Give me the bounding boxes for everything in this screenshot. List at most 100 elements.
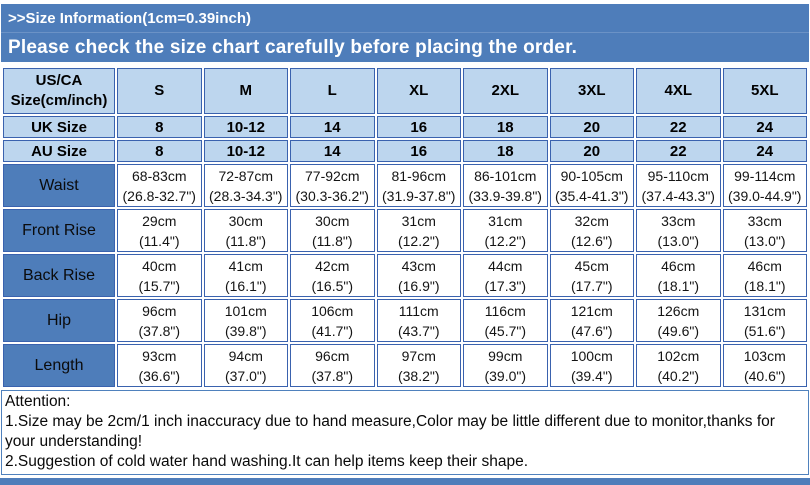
size-column-header: XL	[376, 68, 461, 114]
measurement-cm-value: 99cm	[488, 347, 523, 364]
measurement-row: Length 93cm (36.6") 94cm (37.0") 96cm (37.8") 9…	[3, 344, 807, 387]
measurement-cm-value: 94cm	[228, 347, 263, 364]
measurement-cell: 30cm (11.8")	[203, 209, 288, 252]
region-size-cell: 20	[549, 140, 634, 162]
size-column-header: 4XL	[636, 68, 721, 114]
measurement-cell: 100cm (39.4")	[549, 344, 634, 387]
size-column-header: M	[203, 68, 288, 114]
measurement-cm-value: 95-110cm	[647, 167, 709, 184]
region-size-cell: 10-12	[203, 116, 288, 138]
measurement-cell: 90-105cm (35.4-41.3")	[549, 164, 634, 207]
measurement-cm-value: 126cm	[657, 302, 700, 319]
measurement-row: Back Rise 40cm (15.7") 41cm (16.1") 42cm (16.5…	[3, 254, 807, 297]
measurement-cell: 106cm (41.7")	[290, 299, 375, 342]
measurement-cm-value: 121cm	[570, 302, 613, 319]
size-chart-table: US/CA Size(cm/inch) S M L XL 2XL 3XL 4XL 5XL UK…	[1, 66, 809, 389]
check-chart-notice: Please check the size chart carefully be…	[8, 36, 578, 58]
measurement-inch-value: (30.3-36.2")	[295, 187, 369, 204]
measurement-inch-value: (37.8")	[311, 367, 354, 384]
measurement-cm-value: 131cm	[743, 302, 786, 319]
region-size-cell: 16	[376, 116, 461, 138]
measurement-inch-value: (17.3")	[484, 277, 527, 294]
measurement-inch-value: (51.6")	[743, 322, 786, 339]
measurement-cell: 40cm (15.7")	[117, 254, 202, 297]
measurement-cell: 68-83cm (26.8-32.7")	[117, 164, 202, 207]
measurement-cm-value: 103cm	[743, 347, 786, 364]
measurement-cm-value: 30cm	[315, 212, 350, 229]
measurement-inch-value: (12.2")	[484, 232, 527, 249]
measurement-cm-value: 33cm	[661, 212, 696, 229]
measurement-cm-value: 96cm	[315, 347, 350, 364]
measurement-inch-value: (12.6")	[570, 232, 613, 249]
measurement-inch-value: (17.7")	[570, 277, 613, 294]
measurement-row: Front Rise 29cm (11.4") 30cm (11.8") 30cm (11.…	[3, 209, 807, 252]
measurement-cm-value: 43cm	[401, 257, 436, 274]
region-size-row: AU Size 8 10-12 14 16 18 20 22 24	[3, 140, 807, 162]
measurement-cm-value: 29cm	[142, 212, 177, 229]
region-size-row: UK Size 8 10-12 14 16 18 20 22 24	[3, 116, 807, 138]
corner-cell-us-ca-size: US/CA Size(cm/inch)	[3, 68, 115, 114]
measurement-cell: 126cm (49.6")	[636, 299, 721, 342]
measurement-cell: 44cm (17.3")	[463, 254, 548, 297]
region-size-cell: 16	[376, 140, 461, 162]
measurement-cm-value: 72-87cm	[218, 167, 273, 184]
measurement-cell: 94cm (37.0")	[203, 344, 288, 387]
measurement-inch-value: (11.8")	[225, 232, 266, 249]
region-row-label: UK Size	[3, 116, 115, 138]
measurement-cell: 77-92cm (30.3-36.2")	[290, 164, 375, 207]
region-size-cell: 24	[722, 116, 807, 138]
measurement-cell: 42cm (16.5")	[290, 254, 375, 297]
measurement-row-label: Front Rise	[3, 209, 115, 252]
measurement-cm-value: 42cm	[315, 257, 350, 274]
region-size-cell: 14	[290, 140, 375, 162]
measurement-cm-value: 106cm	[311, 302, 354, 319]
measurement-cell: 121cm (47.6")	[549, 299, 634, 342]
measurement-inch-value: (28.3-34.3")	[209, 187, 283, 204]
measurement-cell: 116cm (45.7")	[463, 299, 548, 342]
measurement-inch-value: (18.1")	[657, 277, 700, 294]
measurement-inch-value: (40.2")	[657, 367, 700, 384]
measurement-inch-value: (16.5")	[311, 277, 354, 294]
measurement-cm-value: 96cm	[142, 302, 177, 319]
measurement-cell: 33cm (13.0")	[636, 209, 721, 252]
measurement-inch-value: (13.0")	[743, 232, 786, 249]
measurement-inch-value: (39.8")	[224, 322, 267, 339]
measurement-cell: 30cm (11.8")	[290, 209, 375, 252]
measurement-cell: 96cm (37.8")	[290, 344, 375, 387]
measurement-cm-value: 102cm	[657, 347, 700, 364]
measurement-cell: 99cm (39.0")	[463, 344, 548, 387]
measurement-cell: 46cm (18.1")	[636, 254, 721, 297]
measurement-cm-value: 31cm	[401, 212, 436, 229]
measurement-cm-value: 40cm	[142, 257, 177, 274]
measurement-cm-value: 32cm	[574, 212, 609, 229]
measurement-inch-value: (15.7")	[138, 277, 181, 294]
region-size-cell: 22	[636, 140, 721, 162]
measurement-inch-value: (41.7")	[311, 322, 354, 339]
measurement-cm-value: 31cm	[488, 212, 523, 229]
measurement-inch-value: (12.2")	[397, 232, 440, 249]
measurement-cell: 45cm (17.7")	[549, 254, 634, 297]
measurement-cell: 43cm (16.9")	[376, 254, 461, 297]
measurement-cm-value: 33cm	[747, 212, 782, 229]
measurement-cm-value: 44cm	[488, 257, 523, 274]
measurement-cell: 41cm (16.1")	[203, 254, 288, 297]
check-chart-notice-bar: Please check the size chart carefully be…	[1, 33, 809, 62]
region-size-cell: 8	[117, 140, 202, 162]
measurement-cell: 101cm (39.8")	[203, 299, 288, 342]
measurement-cm-value: 46cm	[661, 257, 696, 274]
measurement-cell: 86-101cm (33.9-39.8")	[463, 164, 548, 207]
measurement-cm-value: 81-96cm	[391, 167, 446, 184]
region-size-cell: 8	[117, 116, 202, 138]
measurement-inch-value: (13.0")	[657, 232, 700, 249]
measurement-row: Hip 96cm (37.8") 101cm (39.8") 106cm (41.7") 11…	[3, 299, 807, 342]
measurement-cell: 111cm (43.7")	[376, 299, 461, 342]
measurement-cell: 131cm (51.6")	[722, 299, 807, 342]
measurement-cell: 32cm (12.6")	[549, 209, 634, 252]
region-size-cell: 22	[636, 116, 721, 138]
measurement-cm-value: 93cm	[142, 347, 177, 364]
attention-note-1: 1.Size may be 2cm/1 inch inaccuracy due …	[5, 413, 775, 450]
measurement-inch-value: (35.4-41.3")	[555, 187, 629, 204]
region-size-cell: 20	[549, 116, 634, 138]
measurement-row-label: Hip	[3, 299, 115, 342]
measurement-inch-value: (16.1")	[224, 277, 267, 294]
